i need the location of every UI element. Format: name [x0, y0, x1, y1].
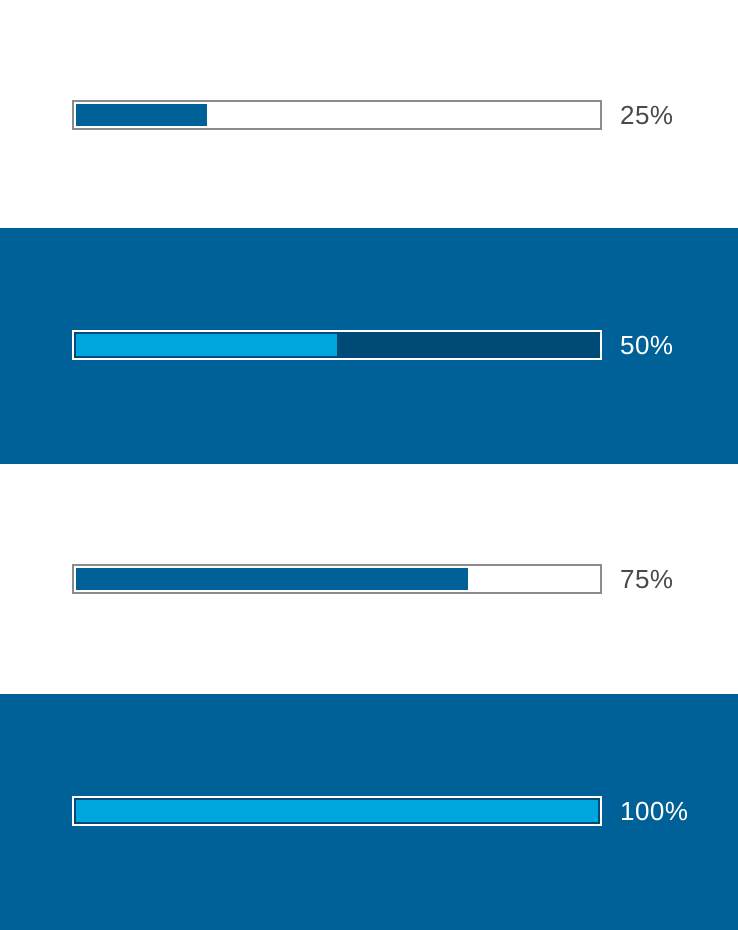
- progress-bar-track: [72, 100, 602, 130]
- progress-bar-track: [72, 796, 602, 826]
- progress-section-1: 25%: [0, 0, 738, 228]
- progress-bar-track: [72, 564, 602, 594]
- progress-section-4: 100%: [0, 694, 738, 930]
- progress-bar-fill: [76, 104, 207, 126]
- progress-section-2: 50%: [0, 228, 738, 464]
- progress-bar-fill: [76, 568, 468, 590]
- progress-section-3: 75%: [0, 464, 738, 694]
- progress-percentage-label: 75%: [620, 564, 674, 594]
- progress-bar-track: [72, 330, 602, 360]
- progress-percentage-label: 50%: [620, 330, 674, 360]
- progress-bar-fill: [76, 800, 598, 822]
- progress-percentage-label: 25%: [620, 100, 674, 130]
- progress-bar-fill: [76, 334, 337, 356]
- progress-percentage-label: 100%: [620, 796, 689, 826]
